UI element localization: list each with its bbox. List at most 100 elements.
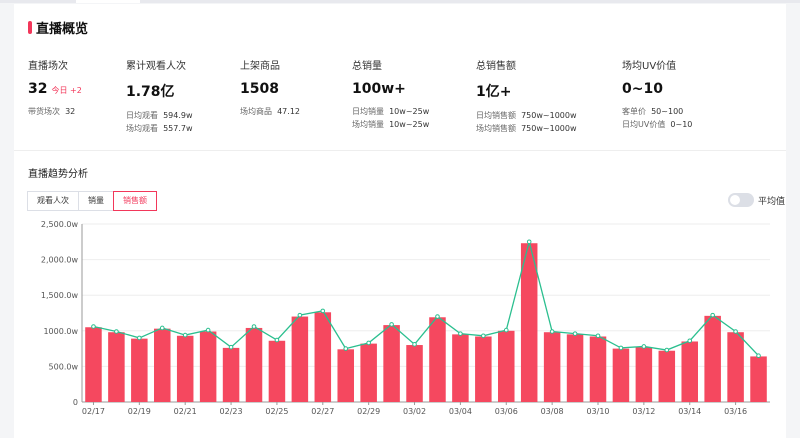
tab-sales-amount[interactable]: 销售额 — [113, 191, 157, 211]
stat-sub-row: 客单价 50~100 — [622, 107, 684, 116]
bar — [199, 331, 217, 402]
stat-value: 1508 — [240, 81, 279, 97]
bar — [360, 343, 377, 402]
stat-4: 总销售额 1亿+ 日均销售额 750w~1000w 场均销售额 750w~1000w — [476, 57, 577, 135]
stat-today-badge: 今日 +2 — [51, 86, 82, 95]
bar — [658, 350, 676, 402]
stat-sub-row: 带货场次 32 — [28, 107, 76, 116]
y-tick-label: 0 — [73, 398, 78, 407]
trend-point — [503, 327, 509, 333]
bar — [268, 340, 286, 402]
stat-sub-value: 557.7w — [163, 124, 193, 133]
trend-point — [274, 337, 280, 343]
bar — [108, 332, 125, 402]
stat-sub-value: 47.12 — [277, 107, 300, 116]
stat-label: 总销量 — [352, 61, 382, 72]
stat-value: 32 今日 +2 — [28, 81, 82, 97]
y-tick-label: 500.0w — [49, 362, 79, 371]
stat-1: 累计观看人次 1.78亿日均观看 594.9w 场均观看 557.7w — [126, 57, 193, 135]
bar — [704, 315, 721, 402]
stat-sub: 日均观看 594.9w 场均观看 557.7w — [126, 109, 193, 135]
trend-point — [343, 346, 349, 351]
trend-point — [733, 329, 738, 334]
trend-point — [389, 322, 394, 327]
y-tick-label: 1,500.0w — [41, 291, 79, 300]
average-toggle[interactable] — [728, 193, 754, 207]
trend-point — [549, 329, 555, 334]
stat-sub-row: 日均销售额 750w~1000w — [476, 111, 577, 120]
stat-0: 直播场次 32 今日 +2 带货场次 32 — [28, 57, 82, 118]
bar — [245, 327, 263, 402]
stat-sub: 客单价 50~100 日均UV价值 0~10 — [622, 105, 692, 131]
x-tick-label: 02/27 — [311, 407, 334, 416]
trend-point — [320, 308, 326, 314]
stat-value: 1.78亿 — [126, 84, 175, 100]
stat-sub-value: 750w~1000w — [521, 111, 577, 120]
trend-point — [481, 333, 486, 339]
bar — [131, 338, 148, 402]
stat-sub-row: 场均观看 557.7w — [126, 124, 193, 133]
stat-2: 上架商品 1508 场均商品 47.12 — [240, 57, 300, 118]
x-tick-label: 03/14 — [678, 407, 701, 416]
stat-value: 100w+ — [352, 81, 406, 97]
bar — [222, 347, 240, 402]
top-tab-strip — [0, 0, 800, 3]
bar — [543, 332, 561, 402]
bar — [383, 325, 400, 402]
bar — [750, 356, 767, 402]
bar — [681, 341, 698, 402]
x-tick-label: 03/06 — [495, 407, 518, 416]
stat-sub-row: 日均销量 10w~25w — [352, 107, 430, 116]
bar — [475, 336, 492, 402]
trend-point — [228, 344, 234, 350]
stat-label: 上架商品 — [240, 61, 280, 72]
bar — [520, 243, 538, 402]
stat-value: 0~10 — [622, 81, 663, 97]
x-tick-label: 03/12 — [632, 407, 655, 416]
y-tick-label: 2,500.0w — [41, 220, 79, 229]
trend-line — [93, 241, 760, 357]
bar — [337, 349, 354, 402]
trend-point — [526, 239, 532, 245]
stat-sub-row: 场均商品 47.12 — [240, 107, 300, 116]
stat-5: 场均UV价值 0~10 客单价 50~100 日均UV价值 0~10 — [622, 57, 692, 131]
x-tick-label: 02/21 — [174, 407, 197, 416]
trend-point — [641, 344, 647, 349]
x-tick-label: 03/04 — [449, 407, 472, 416]
bar — [566, 334, 584, 402]
trend-point — [458, 331, 463, 336]
stat-label: 累计观看人次 — [126, 61, 186, 72]
stat-sub: 日均销量 10w~25w 场均销量 10w~25w — [352, 105, 429, 131]
y-tick-label: 2,000.0w — [41, 256, 79, 265]
trend-point — [366, 340, 371, 346]
trend-title: 直播趋势分析 — [28, 169, 88, 180]
stat-sub-row: 场均销量 10w~25w — [352, 120, 430, 129]
trend-point — [572, 331, 578, 336]
stat-label: 直播场次 — [28, 61, 68, 72]
trend-point — [595, 333, 601, 339]
tab-sales-volume[interactable]: 销量 — [78, 191, 114, 211]
stat-sub-row: 日均观看 594.9w — [126, 111, 193, 120]
x-tick-label: 02/17 — [82, 407, 105, 416]
stat-sub: 带货场次 32 — [28, 105, 82, 118]
trend-point — [159, 325, 165, 331]
stat-label: 场均UV价值 — [622, 61, 677, 72]
top-tab-active[interactable] — [76, 0, 140, 3]
trend-tabs: 观看人次 销量 销售额 — [27, 191, 157, 211]
trend-point — [664, 347, 670, 353]
toggle-knob — [730, 195, 740, 205]
tab-views[interactable]: 观看人次 — [27, 191, 79, 211]
bar — [452, 334, 469, 402]
bar — [85, 327, 102, 402]
bar — [406, 345, 423, 402]
trend-point — [182, 332, 188, 338]
stat-label: 总销售额 — [476, 61, 516, 72]
stat-sub-row: 场均销售额 750w~1000w — [476, 124, 577, 133]
bar — [589, 336, 607, 402]
x-tick-label: 02/19 — [128, 407, 151, 416]
x-tick-label: 03/08 — [541, 407, 564, 416]
trend-point — [618, 345, 624, 351]
bar — [612, 348, 630, 402]
stat-sub-value: 0~10 — [670, 120, 693, 129]
trend-point — [687, 338, 693, 344]
